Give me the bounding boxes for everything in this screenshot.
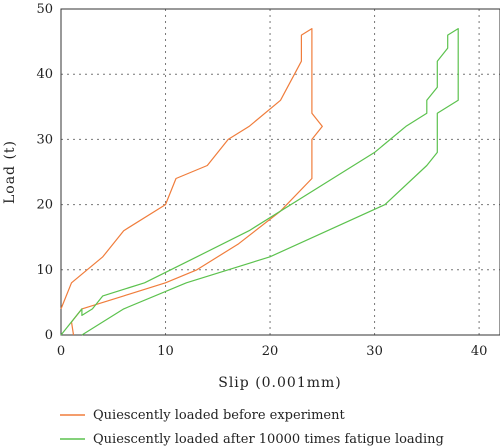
y-tick-label: 50 [36,2,53,17]
series-line-after-fatigue [60,28,459,336]
x-tick-label: 0 [57,344,65,359]
legend-label-after: Quiescently loaded after 10000 times fat… [93,432,444,447]
y-tick-label: 10 [36,263,53,278]
x-axis-title: Slip (0.001mm) [218,375,342,391]
y-tick-label: 20 [36,198,53,213]
grid-lines [61,9,500,335]
legend: Quiescently loaded before experiment Qui… [60,408,444,447]
series-line-before-experiment [60,28,323,336]
legend-label-before: Quiescently loaded before experiment [93,408,345,423]
x-tick-label: 30 [366,344,383,359]
y-axis-title: Load (t) [2,140,18,204]
plot-frame [60,8,500,336]
y-tick-label: 30 [36,132,53,147]
x-tick-label: 10 [157,344,174,359]
x-tick-label: 20 [262,344,279,359]
y-tick-label: 40 [36,67,53,82]
x-tick-labels: 0 10 20 30 40 [57,344,488,359]
series-lines [60,28,459,336]
y-tick-label: 0 [45,328,53,343]
y-tick-labels: 0 10 20 30 40 50 [36,2,53,343]
x-tick-label: 40 [471,344,488,359]
